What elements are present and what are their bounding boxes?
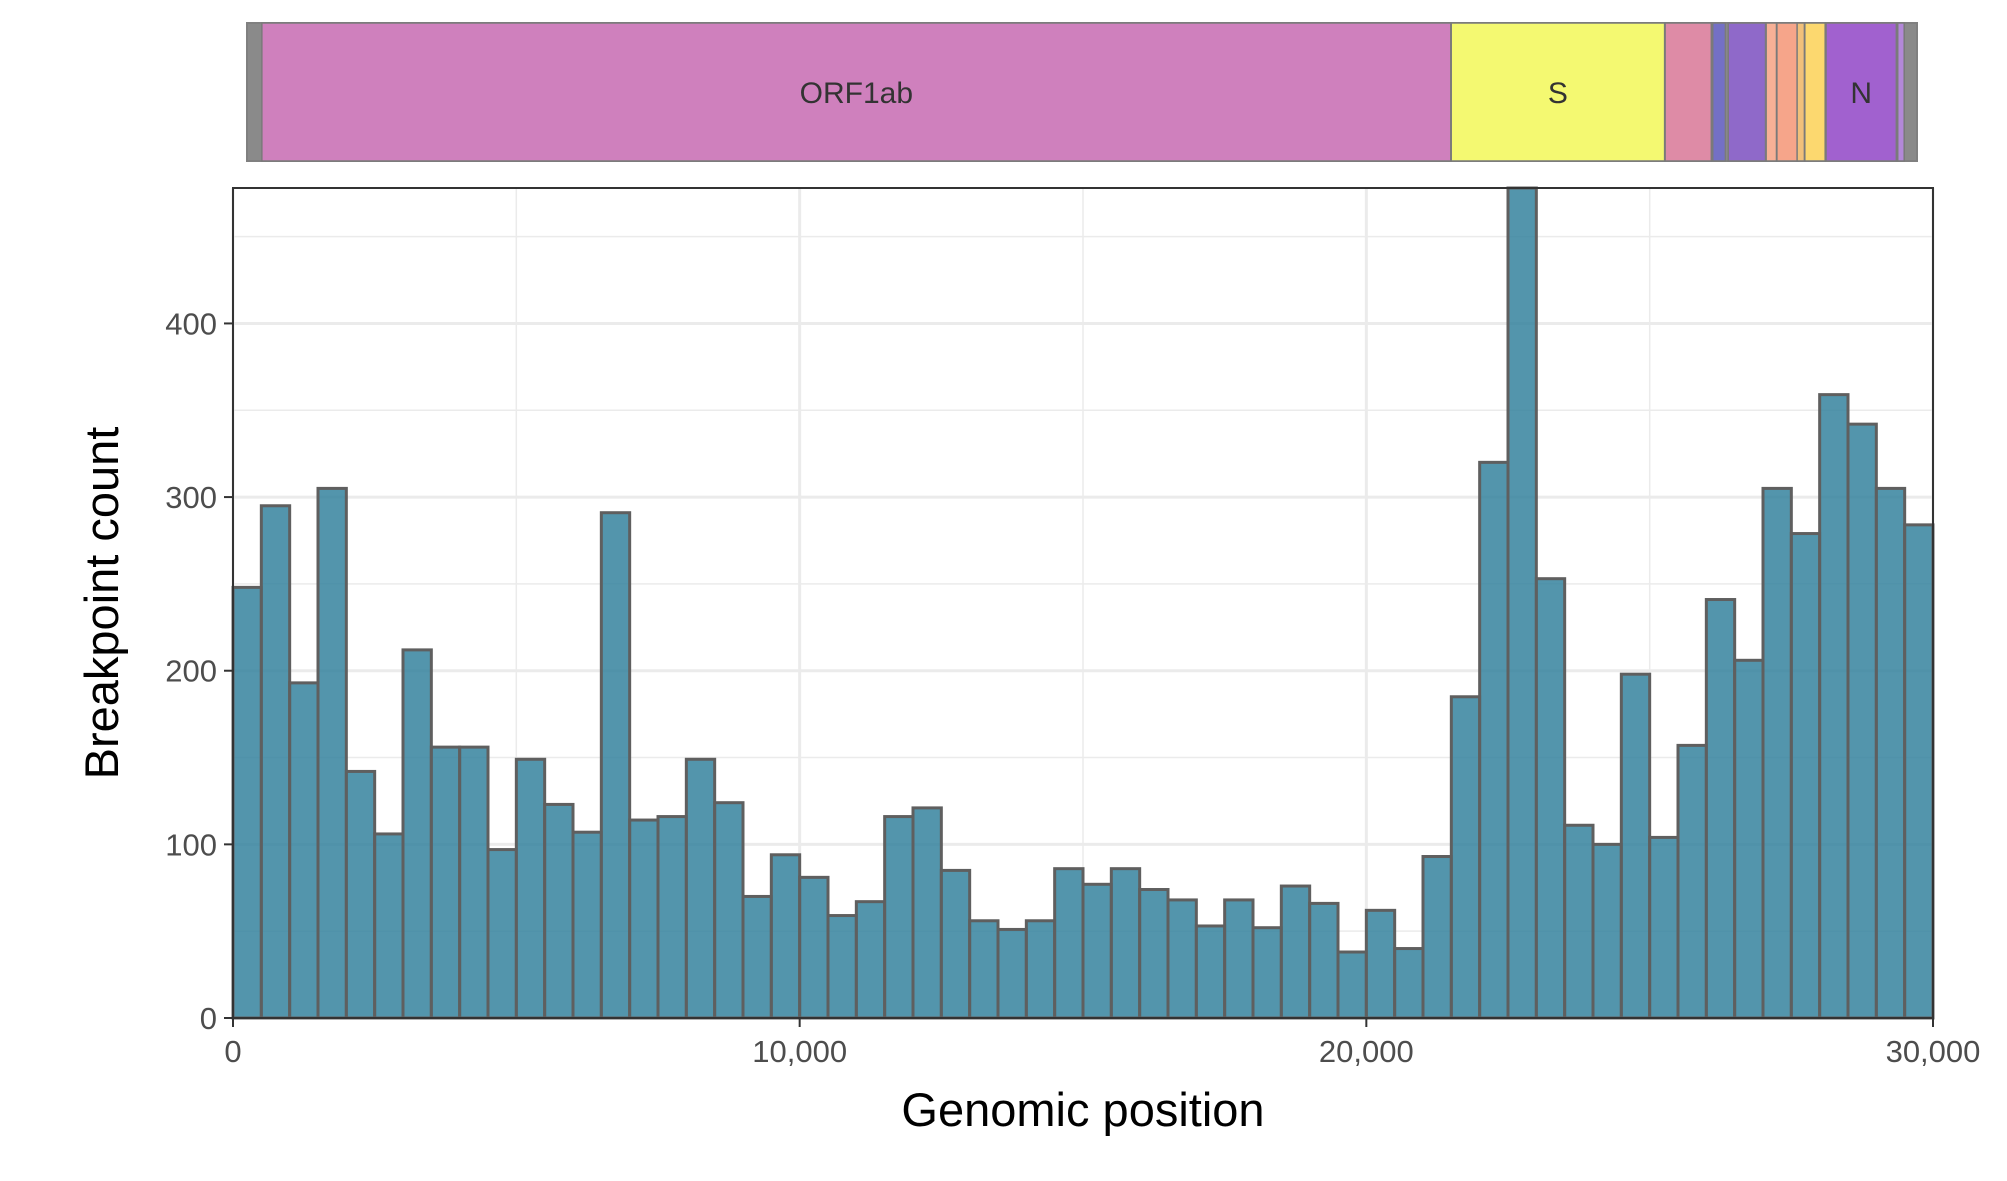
histogram-bar [883, 815, 915, 1020]
gene-segment-s [1450, 22, 1666, 162]
gene-segment-orf1ab [261, 22, 1452, 162]
histogram-bar [1138, 888, 1170, 1020]
histogram-bar [1846, 422, 1878, 1020]
histogram-bar [259, 504, 292, 1020]
histogram-bar [1563, 823, 1595, 1020]
histogram-bar [1053, 867, 1085, 1020]
histogram-bar [656, 815, 688, 1020]
histogram-bar [458, 745, 490, 1020]
plot-panel-border [232, 187, 1934, 1019]
histogram-bar [1166, 898, 1198, 1020]
gene-label: S [1548, 77, 1568, 110]
histogram-bar [1393, 947, 1425, 1020]
histogram-bar [599, 511, 632, 1020]
gene-segment [1796, 22, 1806, 162]
gene-segment [1896, 22, 1905, 162]
histogram-bar [741, 894, 773, 1020]
histogram-bar [939, 868, 972, 1020]
histogram-bar [1251, 926, 1283, 1020]
y-tick-label: 300 [165, 480, 217, 515]
x-axis-title: Genomic position [901, 1083, 1264, 1136]
histogram-bar [1109, 867, 1142, 1020]
gene-segment [1776, 22, 1799, 162]
histogram-bar [1789, 532, 1822, 1020]
histogram-bar [1818, 393, 1850, 1020]
y-tick-label: 400 [165, 306, 217, 341]
histogram-bar [1449, 695, 1482, 1020]
histogram-bar [571, 830, 603, 1020]
histogram-bar [1506, 186, 1538, 1020]
gene-segment [1664, 22, 1713, 162]
histogram-bar [429, 745, 462, 1020]
histogram-bar [1364, 908, 1397, 1020]
y-tick-label: 0 [200, 1001, 217, 1036]
gene-segment [1804, 22, 1826, 162]
x-tick-label: 10,000 [752, 1034, 847, 1069]
x-tick-label: 30,000 [1886, 1034, 1981, 1069]
histogram-bar [1874, 486, 1907, 1020]
histogram-bar [486, 848, 518, 1020]
histogram-bar [288, 681, 320, 1020]
histogram-bar [968, 919, 1000, 1020]
histogram-bar [514, 757, 547, 1020]
histogram-bar [684, 757, 717, 1020]
gene-annotation-track: ORF1ab S N [246, 22, 1918, 162]
histogram-bar [1591, 842, 1623, 1020]
gene-segment [1711, 22, 1727, 162]
x-tick-label: 20,000 [1319, 1034, 1414, 1069]
y-tick-label: 200 [165, 654, 217, 689]
histogram-bar [373, 832, 405, 1020]
y-tick-label: 100 [165, 827, 217, 862]
histogram-bar [1733, 658, 1765, 1020]
gene-segment [1765, 22, 1778, 162]
histogram-bar [1223, 898, 1255, 1020]
histogram-bar [826, 914, 858, 1020]
histogram-bar [713, 801, 745, 1020]
gene-segment-n [1825, 22, 1898, 162]
histogram-bar [1534, 577, 1567, 1020]
gene-label: N [1850, 77, 1872, 110]
histogram-bar [344, 769, 377, 1020]
histogram-bar [1081, 882, 1113, 1020]
histogram-bar [769, 853, 802, 1020]
gene-label: ORF1ab [800, 77, 913, 110]
histogram-bar [854, 900, 887, 1020]
histogram-bar [996, 927, 1028, 1020]
x-tick-label: 0 [224, 1034, 241, 1069]
histogram-bar [1279, 884, 1312, 1020]
axes: 0 10,000 20,000 30,000 0 100 200 300 400 [165, 306, 1980, 1069]
histogram-bar [1619, 672, 1652, 1020]
histogram-bar [1704, 598, 1737, 1020]
histogram-bar [1648, 835, 1680, 1020]
histogram-bar [231, 585, 263, 1020]
histogram-bar [401, 648, 433, 1020]
histogram-bar [1761, 486, 1793, 1020]
histogram-bar [628, 818, 660, 1020]
y-axis-title: Breakpoint count [75, 427, 128, 780]
histogram-bar [798, 875, 830, 1020]
histogram-bar [1308, 901, 1340, 1020]
histogram-bar [1903, 523, 1935, 1020]
histogram-bar [1194, 924, 1227, 1020]
histogram-bar [1336, 950, 1368, 1020]
histogram-bar [1676, 743, 1708, 1020]
histogram-bar [911, 806, 943, 1020]
gene-segment [1727, 22, 1767, 162]
histogram-bar [1421, 855, 1453, 1020]
histogram-bar [1478, 460, 1510, 1020]
histogram-bar [1024, 919, 1057, 1020]
histogram-bar [543, 802, 575, 1020]
histogram-bar [316, 486, 348, 1020]
